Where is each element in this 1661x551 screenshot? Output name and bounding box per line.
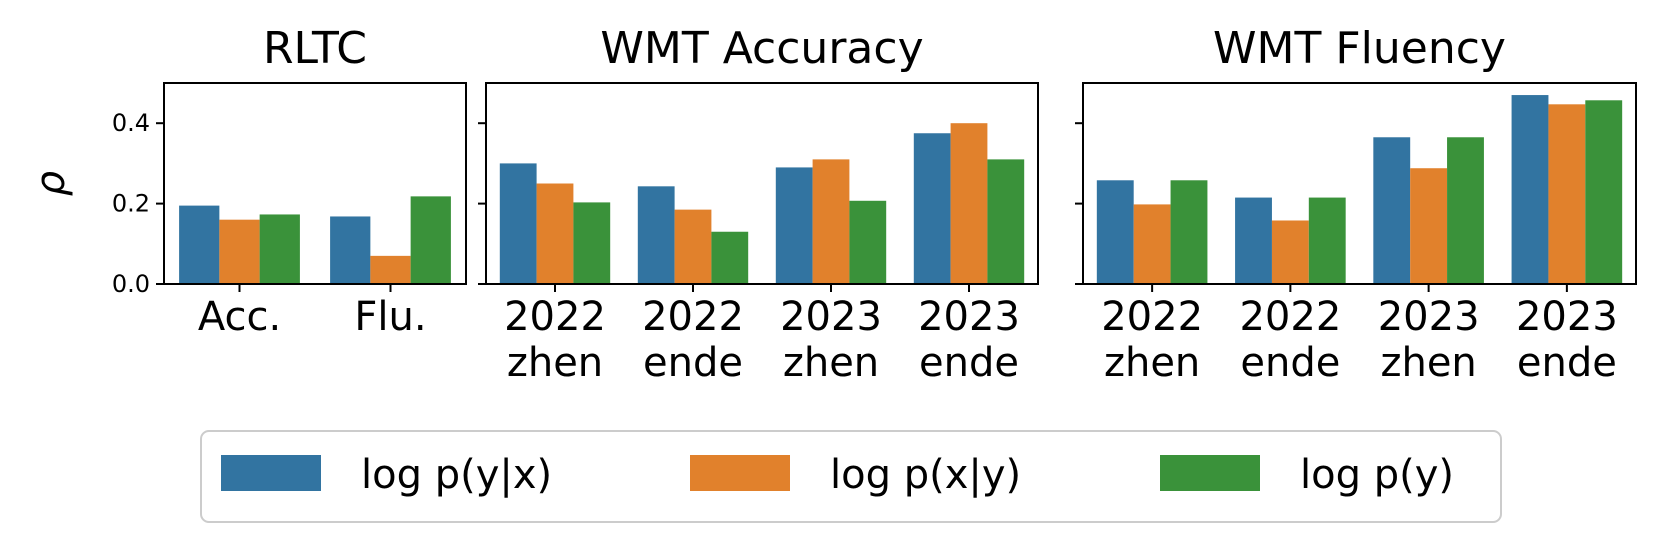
x-tick-label: 2023 zhen (1378, 294, 1480, 386)
bar (179, 205, 220, 284)
x-tick-label-line: zhen (507, 340, 603, 386)
bar (1271, 220, 1309, 284)
bar (370, 255, 411, 284)
bar (219, 219, 260, 284)
x-tick-label-line: 2023 (1516, 294, 1618, 340)
bar (711, 231, 749, 284)
x-tick-label-line: ende (1240, 340, 1340, 386)
x-tick-label-line: 2023 (1378, 294, 1480, 340)
bar (849, 200, 887, 284)
bar (674, 209, 712, 284)
bar (913, 133, 951, 284)
x-tick-label: 2023 zhen (780, 294, 882, 386)
x-tick-label-line: 2023 (780, 294, 882, 340)
bar (1548, 104, 1586, 284)
subplot-title: WMT Accuracy (600, 23, 923, 74)
x-tick-label-line: 2022 (504, 294, 606, 340)
y-axis-label: ρ (28, 171, 74, 196)
x-tick-label: 2023 ende (1516, 294, 1618, 386)
x-tick-label-line: zhen (1380, 340, 1476, 386)
legend-box (200, 430, 1502, 523)
bar (950, 123, 988, 284)
bar (1585, 100, 1623, 284)
bar (1410, 168, 1448, 284)
x-tick-label: Acc. (198, 294, 281, 340)
bar (330, 216, 371, 284)
bar (775, 167, 813, 284)
x-tick-label-line: ende (643, 340, 743, 386)
y-tick-label: 0.2 (112, 190, 150, 218)
y-tick-label: 0.0 (112, 270, 150, 298)
axes-frame (485, 82, 1039, 285)
bar (637, 186, 675, 284)
x-tick-label: 2023 ende (918, 294, 1020, 386)
bar (1170, 180, 1208, 284)
x-tick-label-line: 2022 (1101, 294, 1203, 340)
bar (812, 159, 850, 284)
bar (1447, 137, 1484, 284)
bar (987, 159, 1025, 284)
bar (536, 183, 574, 284)
x-tick-label: 2022 ende (1239, 294, 1341, 386)
bar (1096, 180, 1134, 284)
x-tick-label: 2022 zhen (504, 294, 606, 386)
legend-label: log p(x|y) (830, 452, 1021, 498)
bar (1235, 197, 1272, 284)
bar (1308, 197, 1346, 284)
legend-swatch (690, 455, 790, 491)
subplot-title: RLTC (263, 23, 367, 74)
bar (573, 202, 611, 284)
x-tick-label-line: ende (919, 340, 1019, 386)
axes-frame (163, 82, 467, 285)
bar (1511, 95, 1549, 284)
x-tick-label: Flu. (354, 294, 426, 340)
legend-swatch (221, 455, 321, 491)
bar (410, 196, 451, 284)
bar (499, 163, 537, 284)
x-tick-label-line: 2022 (642, 294, 744, 340)
x-tick-label: 2022 zhen (1101, 294, 1203, 386)
x-tick-label-line: 2022 (1239, 294, 1341, 340)
legend-swatch (1160, 455, 1260, 491)
bar (1373, 137, 1411, 284)
subplot-title: WMT Fluency (1213, 23, 1506, 74)
x-tick-label-line: Acc. (198, 294, 281, 340)
legend-label: log p(y|x) (361, 452, 552, 498)
legend-label: log p(y) (1300, 452, 1454, 498)
x-tick-label-line: Flu. (354, 294, 426, 340)
x-tick-label-line: zhen (1104, 340, 1200, 386)
x-tick-label-line: ende (1517, 340, 1617, 386)
x-tick-label-line: 2023 (918, 294, 1020, 340)
bar (1133, 204, 1171, 284)
x-tick-label-line: zhen (783, 340, 879, 386)
axes-frame (1082, 82, 1637, 285)
x-tick-label: 2022 ende (642, 294, 744, 386)
bar (259, 214, 300, 284)
y-tick-label: 0.4 (112, 109, 150, 137)
